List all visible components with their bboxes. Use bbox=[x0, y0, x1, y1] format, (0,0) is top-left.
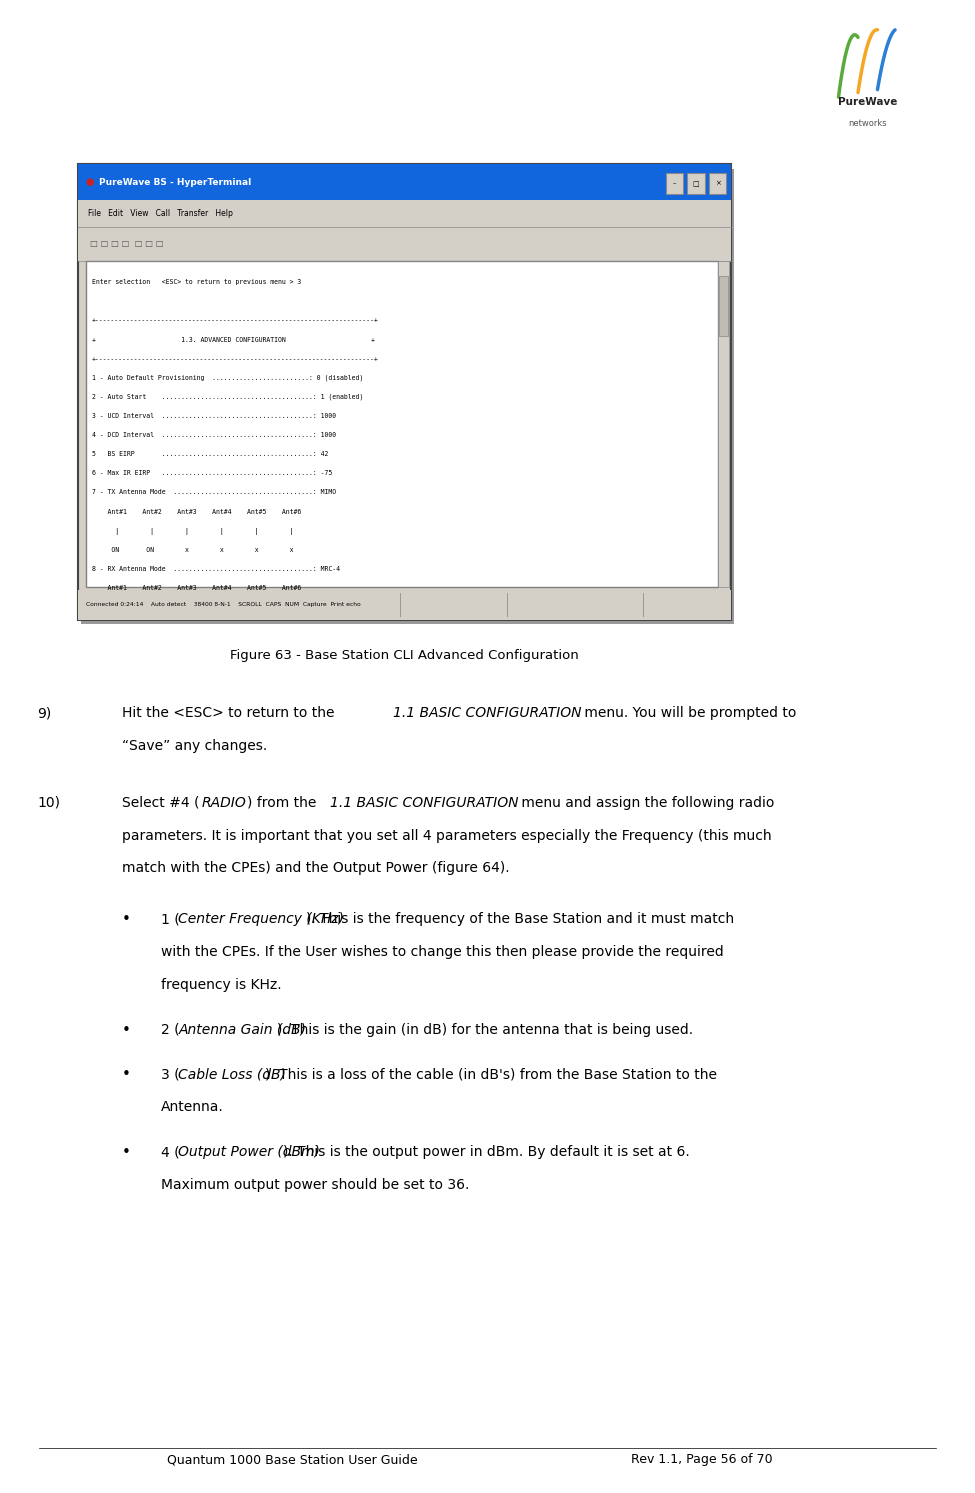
FancyBboxPatch shape bbox=[507, 593, 508, 617]
Text: RADIO: RADIO bbox=[202, 796, 247, 809]
Text: menu and assign the following radio: menu and assign the following radio bbox=[517, 796, 774, 809]
Text: Quantum 1000 Base Station User Guide: Quantum 1000 Base Station User Guide bbox=[167, 1453, 418, 1466]
Text: +------------------------------------------------------------------------+: +---------------------------------------… bbox=[92, 318, 378, 324]
FancyBboxPatch shape bbox=[292, 593, 293, 617]
Text: 3 - UCD Interval  .......................................: 1000: 3 - UCD Interval .......................… bbox=[92, 414, 335, 420]
Text: frequency is KHz.: frequency is KHz. bbox=[161, 978, 282, 991]
Text: ). This is the gain (in dB) for the antenna that is being used.: ). This is the gain (in dB) for the ante… bbox=[277, 1023, 693, 1036]
Text: PureWave BS - HyperTerminal: PureWave BS - HyperTerminal bbox=[99, 178, 252, 187]
Text: Enter selection   <ESC> to return to previous menu > 3: Enter selection <ESC> to return to previ… bbox=[92, 279, 301, 285]
Text: –: – bbox=[673, 181, 677, 187]
Text: Ant#1    Ant#2    Ant#3    Ant#4    Ant#5    Ant#6: Ant#1 Ant#2 Ant#3 Ant#4 Ant#5 Ant#6 bbox=[92, 585, 301, 591]
Text: ). This is the frequency of the Base Station and it must match: ). This is the frequency of the Base Sta… bbox=[306, 912, 734, 926]
Text: ×: × bbox=[715, 181, 721, 187]
Text: Rev 1.1, Page 56 of 70: Rev 1.1, Page 56 of 70 bbox=[631, 1453, 773, 1466]
Text: ON       ON        x        x        x        x: ON ON x x x x bbox=[92, 546, 293, 552]
Text: •: • bbox=[122, 1023, 131, 1038]
Text: “Save” any changes.: “Save” any changes. bbox=[122, 739, 267, 752]
Text: File   Edit   View   Call   Transfer   Help: File Edit View Call Transfer Help bbox=[88, 209, 233, 218]
Text: ) from the: ) from the bbox=[247, 796, 321, 809]
Text: +------------------------------------------------------------------------+: +---------------------------------------… bbox=[92, 355, 378, 361]
Text: 1.1 BASIC CONFIGURATION: 1.1 BASIC CONFIGURATION bbox=[330, 796, 518, 809]
FancyBboxPatch shape bbox=[604, 593, 605, 617]
Text: •: • bbox=[122, 912, 131, 927]
FancyBboxPatch shape bbox=[81, 169, 734, 624]
Text: 3 (: 3 ( bbox=[161, 1067, 179, 1081]
FancyBboxPatch shape bbox=[687, 173, 705, 194]
Text: PureWave: PureWave bbox=[838, 97, 897, 107]
Text: Antenna Gain (dB): Antenna Gain (dB) bbox=[178, 1023, 306, 1036]
Text: with the CPEs. If the User wishes to change this then please provide the require: with the CPEs. If the User wishes to cha… bbox=[161, 945, 723, 959]
Text: Maximum output power should be set to 36.: Maximum output power should be set to 36… bbox=[161, 1178, 469, 1191]
Text: menu. You will be prompted to: menu. You will be prompted to bbox=[580, 706, 797, 720]
Text: •: • bbox=[122, 1145, 131, 1160]
Text: +                      1.3. ADVANCED CONFIGURATION                      +: + 1.3. ADVANCED CONFIGURATION + bbox=[92, 336, 374, 342]
Text: 4 - DCD Interval  .......................................: 1000: 4 - DCD Interval .......................… bbox=[92, 431, 335, 437]
Text: 1 - Auto Default Provisioning  .........................: 0 (disabled): 1 - Auto Default Provisioning ..........… bbox=[92, 375, 363, 381]
Text: match with the CPEs) and the Output Power (figure 64).: match with the CPEs) and the Output Powe… bbox=[122, 861, 510, 875]
FancyBboxPatch shape bbox=[78, 200, 731, 227]
FancyBboxPatch shape bbox=[709, 173, 726, 194]
Text: □ □ □ □  □ □ □: □ □ □ □ □ □ □ bbox=[90, 239, 163, 248]
Text: Cable Loss (dB): Cable Loss (dB) bbox=[178, 1067, 286, 1081]
Text: ●: ● bbox=[86, 178, 95, 187]
Text: 9): 9) bbox=[37, 706, 52, 720]
Text: 5   BS EIRP       .......................................: 42: 5 BS EIRP ..............................… bbox=[92, 451, 328, 457]
Text: Connected 0:24:14    Auto detect    38400 8-N-1    SCROLL  CAPS  NUM  Capture  P: Connected 0:24:14 Auto detect 38400 8-N-… bbox=[86, 602, 361, 608]
Text: 10): 10) bbox=[37, 796, 60, 809]
Text: 4 (: 4 ( bbox=[161, 1145, 179, 1159]
FancyBboxPatch shape bbox=[718, 261, 729, 587]
Text: •: • bbox=[122, 1067, 131, 1082]
Text: Ant#1    Ant#2    Ant#3    Ant#4    Ant#5    Ant#6: Ant#1 Ant#2 Ant#3 Ant#4 Ant#5 Ant#6 bbox=[92, 509, 301, 515]
FancyBboxPatch shape bbox=[400, 593, 401, 617]
Text: ). This is the output power in dBm. By default it is set at 6.: ). This is the output power in dBm. By d… bbox=[283, 1145, 689, 1159]
Text: ). This is a loss of the cable (in dB's) from the Base Station to the: ). This is a loss of the cable (in dB's)… bbox=[265, 1067, 718, 1081]
FancyBboxPatch shape bbox=[78, 590, 731, 620]
Text: 2 (: 2 ( bbox=[161, 1023, 179, 1036]
Text: 2 - Auto Start    .......................................: 1 (enabled): 2 - Auto Start .........................… bbox=[92, 394, 363, 400]
FancyBboxPatch shape bbox=[78, 164, 731, 200]
FancyBboxPatch shape bbox=[78, 227, 731, 261]
FancyBboxPatch shape bbox=[719, 276, 728, 336]
FancyBboxPatch shape bbox=[78, 164, 731, 620]
Text: Output Power (dBm): Output Power (dBm) bbox=[178, 1145, 320, 1159]
Text: Select #4 (: Select #4 ( bbox=[122, 796, 199, 809]
Text: parameters. It is important that you set all 4 parameters especially the Frequen: parameters. It is important that you set… bbox=[122, 829, 771, 842]
Text: □: □ bbox=[693, 181, 699, 187]
Text: 1.1 BASIC CONFIGURATION: 1.1 BASIC CONFIGURATION bbox=[393, 706, 581, 720]
Text: Center Frequency (KHz): Center Frequency (KHz) bbox=[178, 912, 344, 926]
Text: networks: networks bbox=[848, 119, 887, 128]
Text: 6 - Max IR EIRP   .......................................: -75: 6 - Max IR EIRP ........................… bbox=[92, 470, 332, 476]
Text: Figure 63 - Base Station CLI Advanced Configuration: Figure 63 - Base Station CLI Advanced Co… bbox=[230, 649, 579, 663]
Text: 8 - RX Antenna Mode  ....................................: MRC-4: 8 - RX Antenna Mode ....................… bbox=[92, 566, 339, 572]
Text: Hit the <ESC> to return to the: Hit the <ESC> to return to the bbox=[122, 706, 338, 720]
Text: Antenna.: Antenna. bbox=[161, 1100, 223, 1114]
Text: |        |        |        |        |        |: | | | | | | bbox=[92, 527, 293, 534]
Text: 7 - TX Antenna Mode  ....................................: MIMO: 7 - TX Antenna Mode ....................… bbox=[92, 490, 335, 496]
FancyBboxPatch shape bbox=[666, 173, 683, 194]
FancyBboxPatch shape bbox=[86, 261, 718, 587]
Text: 1 (: 1 ( bbox=[161, 912, 179, 926]
